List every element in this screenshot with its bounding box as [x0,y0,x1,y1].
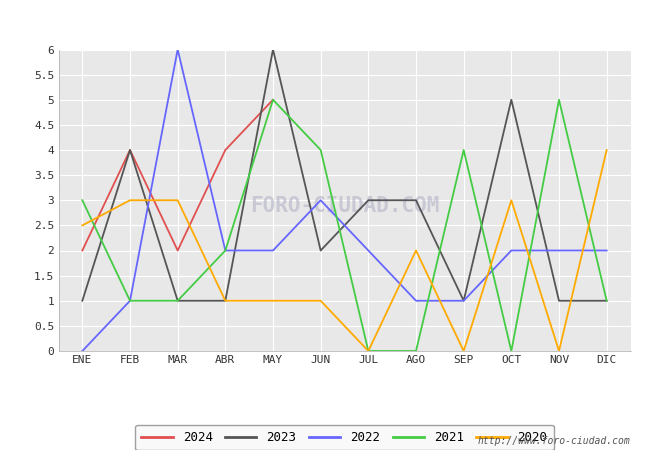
Text: http://www.foro-ciudad.com: http://www.foro-ciudad.com [478,436,630,446]
Text: FORO-CIUDAD.COM: FORO-CIUDAD.COM [250,196,439,216]
Legend: 2024, 2023, 2022, 2021, 2020: 2024, 2023, 2022, 2021, 2020 [135,425,554,450]
Text: Matriculaciones de Vehiculos en Cornudella de Montsant: Matriculaciones de Vehiculos en Cornudel… [65,16,585,31]
